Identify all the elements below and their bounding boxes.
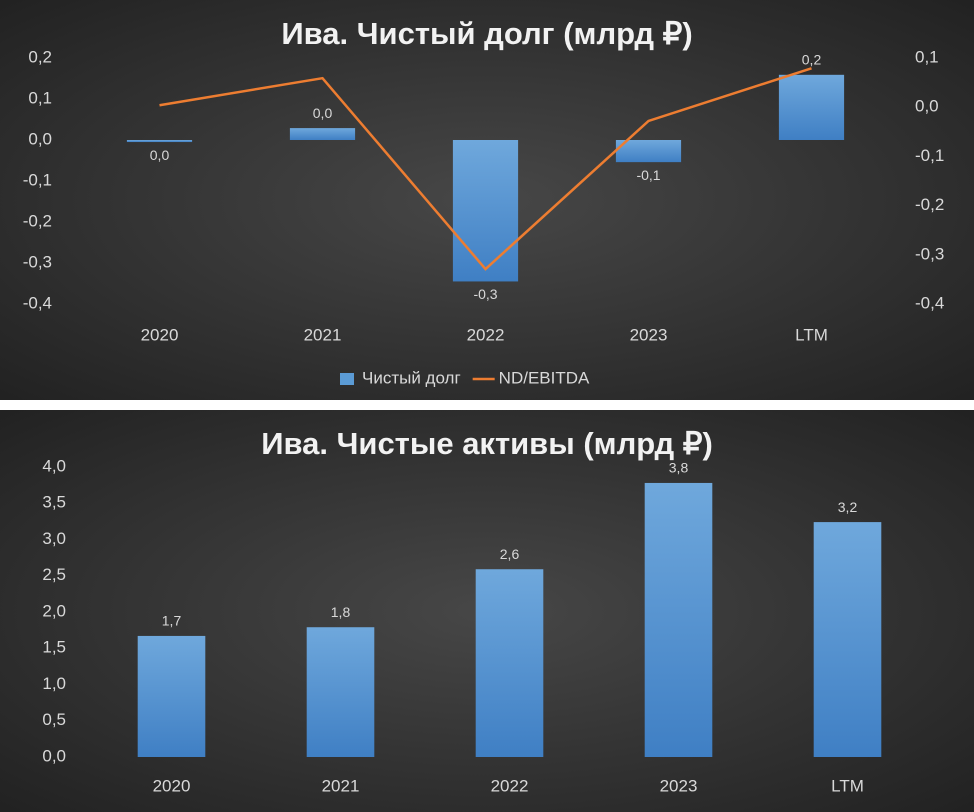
legend-label: ND/EBITDA bbox=[499, 368, 590, 387]
bar bbox=[615, 140, 682, 163]
value-label: 3,2 bbox=[838, 499, 858, 515]
bar bbox=[475, 569, 544, 757]
value-label: 0,0 bbox=[313, 105, 333, 121]
value-label: 1,8 bbox=[331, 604, 351, 620]
x-tick-label: 2023 bbox=[660, 776, 698, 795]
value-label: 0,2 bbox=[802, 52, 822, 68]
y-tick-label: 0,0 bbox=[28, 129, 52, 148]
bar bbox=[452, 140, 519, 282]
y-tick-label: 1,5 bbox=[42, 638, 66, 657]
x-tick-label: 2022 bbox=[467, 325, 505, 344]
y2-tick-label: -0,3 bbox=[915, 244, 944, 263]
y-tick-label: -0,1 bbox=[23, 170, 52, 189]
chart-title: Ива. Чистый долг (млрд ₽) bbox=[281, 16, 692, 51]
y-tick-label: 2,0 bbox=[42, 601, 66, 620]
value-label: -0,3 bbox=[473, 286, 497, 302]
bar bbox=[137, 635, 206, 757]
chart-title: Ива. Чистые активы (млрд ₽) bbox=[261, 426, 713, 461]
value-label: 0,0 bbox=[150, 147, 170, 163]
bar bbox=[778, 74, 845, 140]
value-label: 3,8 bbox=[669, 460, 689, 476]
y-tick-label: 3,5 bbox=[42, 493, 66, 512]
bar bbox=[289, 128, 356, 140]
y2-tick-label: -0,4 bbox=[915, 293, 944, 312]
value-label: 2,6 bbox=[500, 546, 520, 562]
y2-tick-label: 0,1 bbox=[915, 47, 939, 66]
x-tick-label: LTM bbox=[795, 325, 828, 344]
y-tick-label: -0,3 bbox=[23, 252, 52, 271]
y-tick-label: 0,1 bbox=[28, 88, 52, 107]
y-tick-label: 1,0 bbox=[42, 674, 66, 693]
x-tick-label: 2023 bbox=[630, 325, 668, 344]
y-tick-label: -0,4 bbox=[23, 293, 52, 312]
line bbox=[159, 67, 812, 271]
x-tick-label: 2020 bbox=[153, 776, 191, 795]
legend-swatch bbox=[340, 373, 354, 385]
y-tick-label: 0,2 bbox=[28, 47, 52, 66]
bar bbox=[306, 627, 375, 757]
bar bbox=[813, 522, 882, 757]
x-tick-label: 2020 bbox=[141, 325, 179, 344]
y-tick-label: 3,0 bbox=[42, 529, 66, 548]
y2-tick-label: -0,1 bbox=[915, 146, 944, 165]
legend-label: Чистый долг bbox=[362, 368, 461, 387]
y-tick-label: -0,2 bbox=[23, 211, 52, 230]
value-label: -0,1 bbox=[636, 167, 660, 183]
y2-tick-label: -0,2 bbox=[915, 195, 944, 214]
x-tick-label: 2021 bbox=[304, 325, 342, 344]
y-tick-label: 4,0 bbox=[42, 456, 66, 475]
y-tick-label: 2,5 bbox=[42, 565, 66, 584]
bar bbox=[644, 482, 713, 757]
bar bbox=[126, 140, 193, 143]
x-tick-label: 2022 bbox=[491, 776, 529, 795]
y-tick-label: 0,0 bbox=[42, 746, 66, 765]
y-tick-label: 0,5 bbox=[42, 710, 66, 729]
x-tick-label: 2021 bbox=[322, 776, 360, 795]
x-tick-label: LTM bbox=[831, 776, 864, 795]
chart: Ива. Чистые активы (млрд ₽) 0,0 0,5 1,0 1,5… bbox=[0, 410, 974, 812]
chart: Ива. Чистый долг (млрд ₽) -0,4 -0,3 -0,2 -0… bbox=[0, 0, 974, 400]
value-label: 1,7 bbox=[162, 613, 182, 629]
y2-tick-label: 0,0 bbox=[915, 97, 939, 116]
